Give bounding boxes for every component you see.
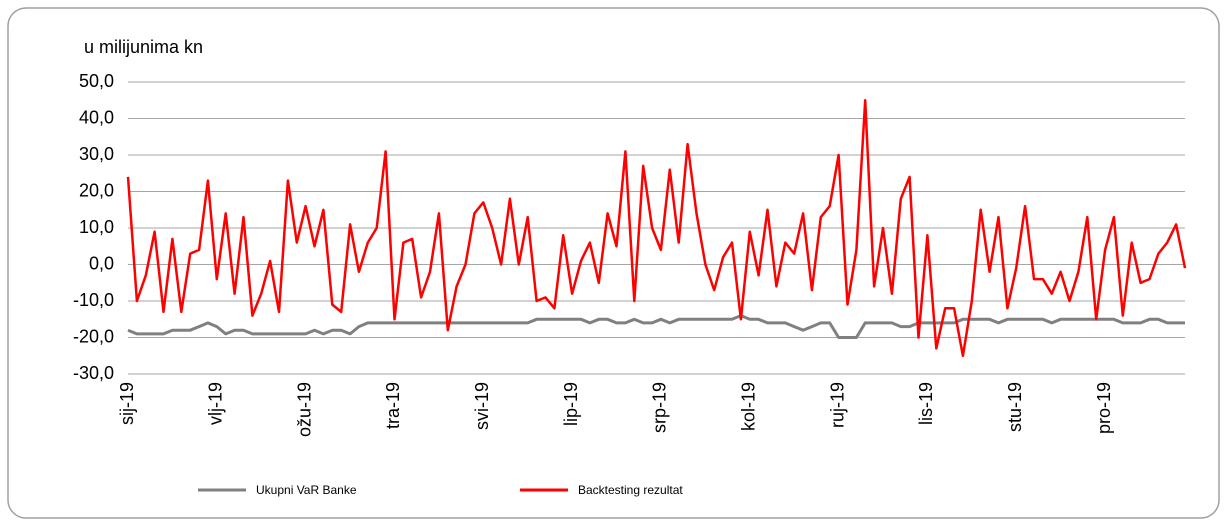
x-tick-label: vlj-19 [206, 382, 226, 425]
y-tick-label: 30,0 [79, 144, 114, 164]
series-line [127, 314, 1185, 339]
x-tick-label: stu-19 [1005, 382, 1025, 432]
x-tick-label: ruj-19 [827, 382, 847, 428]
y-tick-label: 10,0 [79, 217, 114, 237]
legend-label: Backtesting rezultat [578, 483, 683, 497]
y-tick-label: 0,0 [89, 253, 114, 273]
legend-label: Ukupni VaR Banke [256, 483, 357, 497]
x-tick-label: svi-19 [472, 382, 492, 430]
x-tick-label: lip-19 [561, 382, 581, 426]
x-tick-label: sij-19 [117, 382, 137, 425]
chart-frame [7, 7, 1220, 519]
x-tick-label: srp-19 [650, 382, 670, 433]
y-axis-label: u milijunima kn [84, 37, 203, 57]
y-tick-label: 40,0 [79, 107, 114, 127]
x-tick-label: ožu-19 [294, 382, 314, 437]
x-tick-label: pro-19 [1094, 382, 1114, 434]
x-tick-label: tra-19 [383, 382, 403, 429]
y-tick-label: -10,0 [73, 290, 114, 310]
series-line [126, 99, 1187, 358]
y-tick-label: -20,0 [73, 326, 114, 346]
x-tick-label: lis-19 [916, 382, 936, 425]
y-tick-label: 20,0 [79, 180, 114, 200]
x-tick-label: kol-19 [739, 382, 759, 431]
y-tick-label: -30,0 [73, 363, 114, 383]
y-tick-label: 50,0 [79, 71, 114, 91]
